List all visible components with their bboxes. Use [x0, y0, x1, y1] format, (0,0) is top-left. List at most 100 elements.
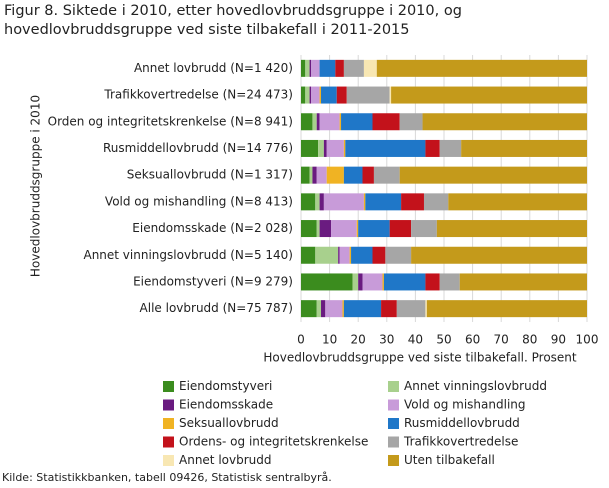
x-tick-label: 20 — [351, 333, 366, 347]
bar-segment — [439, 139, 462, 157]
bar-segment — [372, 246, 386, 264]
source: Kilde: Statistikkbanken, tabell 09426, S… — [2, 471, 332, 484]
bar-segment — [461, 139, 587, 157]
x-tick-label: 40 — [408, 333, 423, 347]
bar-segment — [399, 166, 587, 184]
bar-segment — [301, 246, 316, 264]
y-tick-label: Eiendomsskade (N=2 028) — [132, 221, 293, 235]
bar-segment — [335, 59, 344, 77]
x-tick-label: 50 — [436, 333, 451, 347]
bar-segment — [301, 220, 317, 238]
bar-segment — [399, 113, 423, 131]
bar-segment — [338, 246, 340, 264]
bar-segment — [352, 273, 359, 291]
bar-segment — [325, 300, 343, 318]
bar-segment — [319, 86, 322, 104]
bar-segment — [301, 113, 313, 131]
legend-label: Seksuallovbrudd — [179, 416, 279, 430]
legend-label: Eiendomsskade — [179, 398, 273, 412]
bar-segment — [309, 59, 312, 77]
bar-segment — [411, 220, 437, 238]
x-tick-label: 10 — [322, 333, 337, 347]
bar-segment — [389, 86, 392, 104]
bar-segment — [319, 59, 336, 77]
bar-segment — [343, 166, 363, 184]
legend-swatch — [388, 381, 399, 392]
bar-segment — [315, 193, 320, 211]
x-tick-label: 80 — [522, 333, 537, 347]
legend-swatch — [388, 418, 399, 429]
bar-segment — [321, 300, 326, 318]
y-axis-label: Hovedlovbruddsgruppe i 2010 — [29, 95, 43, 277]
bar-segment — [339, 113, 342, 131]
bar-segment — [321, 86, 337, 104]
y-tick-label: Alle lovbrudd (N=75 787) — [140, 301, 293, 315]
legend-label: Uten tilbakefall — [404, 453, 495, 467]
x-tick-label: 90 — [551, 333, 566, 347]
legend-swatch — [388, 399, 399, 411]
legend-swatch — [388, 455, 399, 466]
bar-segment — [358, 220, 390, 238]
x-tick-label: 100 — [576, 333, 599, 347]
bar-segment — [339, 246, 350, 264]
bar-segment — [301, 166, 310, 184]
bar-segment — [312, 166, 317, 184]
x-tick-label: 30 — [379, 333, 394, 347]
bar-segment — [319, 220, 332, 238]
bar-segment — [396, 300, 426, 318]
legend-label: Annet vinningslovbrudd — [404, 379, 547, 393]
bar-segment — [381, 300, 397, 318]
y-tick-label: Vold og mishandling (N=8 413) — [105, 194, 293, 208]
bar-segment — [376, 59, 587, 77]
chart-title: Figur 8. Siktede i 2010, etter hovedlovb… — [4, 3, 462, 38]
bar-segment — [425, 139, 440, 157]
bar-segment — [448, 193, 587, 211]
bar-segment — [309, 166, 313, 184]
legend-label: Vold og mishandling — [404, 398, 526, 412]
bar-segment — [372, 113, 400, 131]
legend-label: Trafikkovertredelse — [403, 435, 518, 449]
bar-segment — [439, 273, 460, 291]
bar-segment — [323, 139, 327, 157]
bar-segment — [316, 220, 320, 238]
bar-segment — [343, 59, 364, 77]
legend-swatch — [163, 399, 174, 411]
y-tick-label: Seksuallovbrudd (N=1 317) — [127, 168, 293, 182]
bar-segment — [345, 139, 426, 157]
bar-segment — [343, 300, 382, 318]
bar-segment — [391, 86, 587, 104]
bar-segment — [326, 166, 344, 184]
legend-label: Ordens- og integritetskrenkelse — [179, 435, 368, 449]
bar-segment — [425, 300, 427, 318]
bar-segment — [459, 273, 587, 291]
bar-segment — [312, 113, 317, 131]
bar-segment — [311, 59, 320, 77]
y-tick-label: Rusmiddellovbrudd (N=14 776) — [103, 141, 293, 155]
legend-swatch — [163, 418, 174, 429]
legend-swatch — [388, 436, 399, 448]
bar-segment — [362, 166, 374, 184]
y-tick-label: Orden og integritetskrenkelse (N=8 941) — [48, 114, 293, 128]
bar-segment — [316, 166, 327, 184]
bar-segment — [343, 139, 346, 157]
bar-segment — [401, 193, 424, 211]
bar-segment — [426, 300, 587, 318]
bar-segment — [358, 273, 363, 291]
bar-segment — [342, 300, 344, 318]
legend-swatch — [163, 381, 174, 392]
bar-segment — [346, 86, 390, 104]
bar-segment — [301, 300, 317, 318]
legend-label: Annet lovbrudd — [179, 453, 272, 467]
y-tick-label: Annet lovbrudd (N=1 420) — [134, 61, 293, 75]
bar-segment — [301, 139, 319, 157]
x-axis-label: Hovedlovbruddsgruppe ved siste tilbakefa… — [263, 351, 577, 365]
legend-swatch — [163, 455, 174, 466]
bar-segment — [301, 59, 306, 77]
bar-segment — [319, 193, 324, 211]
bar-segment — [316, 113, 320, 131]
bar-segment — [363, 59, 377, 77]
bar-segment — [319, 113, 340, 131]
legend-label: Rusmiddellovbrudd — [404, 416, 520, 430]
